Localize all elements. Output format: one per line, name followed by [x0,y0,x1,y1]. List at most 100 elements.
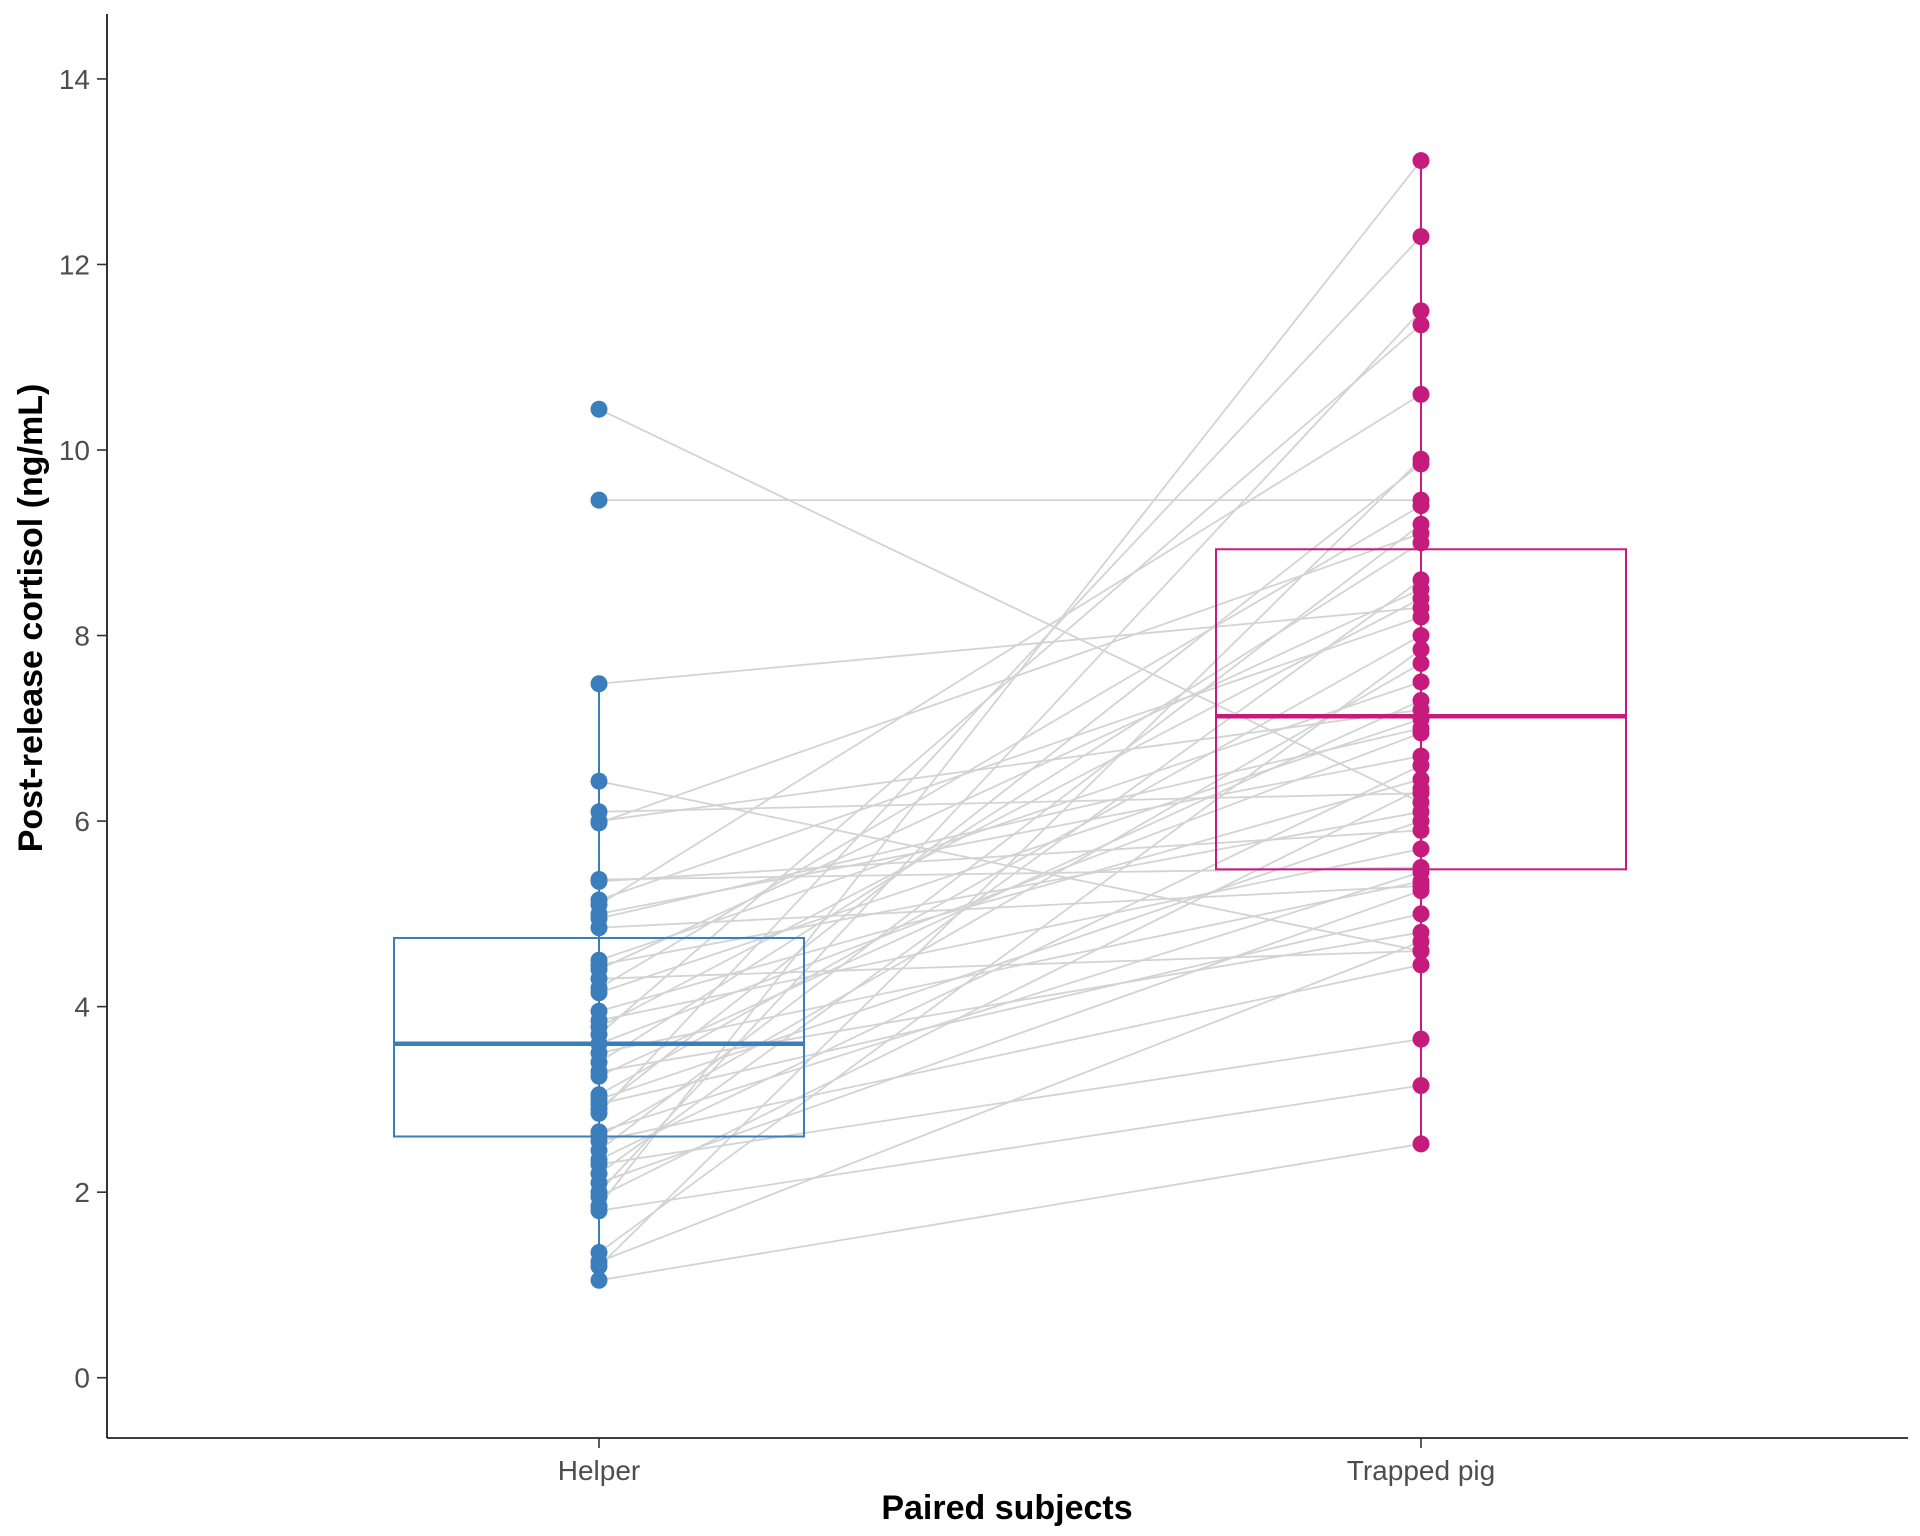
pair-line [598,727,1422,920]
data-points [590,152,1430,1289]
y-tick-label: 10 [59,435,90,466]
helper-point [590,919,608,937]
pair-line [598,681,1422,962]
trapped-pig-point [1412,756,1430,774]
boxes [393,160,1627,1281]
pair-line [598,588,1422,971]
trapped-pig-point [1412,640,1430,658]
pair-line [598,778,1422,1013]
pair-line [598,950,1422,980]
y-axis-title: Post-release cortisol (ng/mL) [12,384,50,853]
helper-point [590,984,608,1002]
pair-line [598,458,1422,1268]
trapped-pig-point [1412,450,1430,468]
pair-line [598,648,1422,1254]
pair-line [598,699,1422,1078]
pair-line [598,463,1422,1110]
trapped-pig-point [1412,654,1430,672]
helper-point [590,491,608,509]
trapped-pig-point [1412,228,1430,246]
helper-point [590,814,608,832]
helper-point [590,1067,608,1085]
x-axis-title: Paired subjects [881,1489,1132,1527]
pair-lines [598,160,1422,1282]
trapped-pig-point [1412,863,1430,881]
trapped-pig-point [1412,589,1430,607]
trapped-pig-point [1412,780,1430,798]
pair-line [598,885,1422,929]
trapped-pig-point [1412,534,1430,552]
pair-line [598,764,1422,1161]
pair-line [598,662,1422,1138]
pair-line [598,324,1422,1036]
trapped-pig-point [1412,497,1430,515]
pair-line [598,408,1422,804]
trapped-pig-point [1412,627,1430,645]
pair-line [598,787,1422,1198]
pair-line [598,912,1422,1105]
helper-point [590,675,608,693]
x-tick-label: Helper [558,1455,640,1486]
pair-line [598,940,1422,1263]
trapped-pig-point [1412,302,1430,320]
y-tick-label: 6 [74,806,90,837]
y-ticks: 0 2 4 6 8 10 12 14 [59,64,107,1394]
pair-line [598,160,1422,1207]
trapped-pig-point [1412,1030,1430,1048]
trapped-pig-point [1412,812,1430,830]
helper-point [590,772,608,790]
trapped-pig-point [1412,905,1430,923]
trapped-pig-point [1412,882,1430,900]
pair-line [598,963,1422,1143]
trapped-pig-point [1412,691,1430,709]
trapped-pig-point [1412,515,1430,533]
pair-line [598,504,1422,989]
trapped-pig-point [1412,840,1430,858]
trapped-pig-point [1412,608,1430,626]
pair-line [598,616,1422,901]
pair-line [598,889,1422,1184]
pair-line [598,871,1422,1133]
pair-line [598,708,1422,822]
pair-line [598,597,1422,1028]
helper-point [590,400,608,418]
helper-point [590,1257,608,1275]
trapped-pig-point [1412,316,1430,334]
y-tick-label: 0 [74,1363,90,1394]
trapped-pig-point [1412,385,1430,403]
y-tick-label: 4 [74,992,90,1023]
helper-point [590,1104,608,1122]
pair-line [598,236,1422,1114]
trapped-pig-point [1412,1076,1430,1094]
y-tick-label: 14 [59,64,90,95]
trapped-pig-point [1412,571,1430,589]
trapped-pig-point [1412,673,1430,691]
pair-line [598,1143,1422,1282]
y-tick-label: 8 [74,621,90,652]
pair-line [598,1084,1422,1212]
y-tick-label: 12 [59,249,90,280]
trapped-pig-point [1412,933,1430,951]
trapped-pig-point [1412,1135,1430,1153]
pair-line [598,393,1422,906]
pair-line [598,880,1422,1054]
helper-point [590,1271,608,1289]
helper-point [590,1202,608,1220]
pair-line [598,718,1422,994]
pair-line [598,820,1422,1101]
pair-line [598,634,1422,1096]
pair-line [598,542,1422,1064]
helper-point [590,872,608,890]
pair-line [598,532,1422,824]
trapped-pig-point [1412,710,1430,728]
pair-line [598,606,1422,685]
pair-line [598,310,1422,1193]
x-tick-label: Trapped pig [1347,1455,1495,1486]
trapped-pig-point [1412,956,1430,974]
y-tick-label: 2 [74,1177,90,1208]
pair-line [598,579,1422,1175]
axes [106,14,1908,1439]
x-ticks: Helper Trapped pig [558,1438,1495,1486]
trapped-pig-point [1412,152,1430,170]
